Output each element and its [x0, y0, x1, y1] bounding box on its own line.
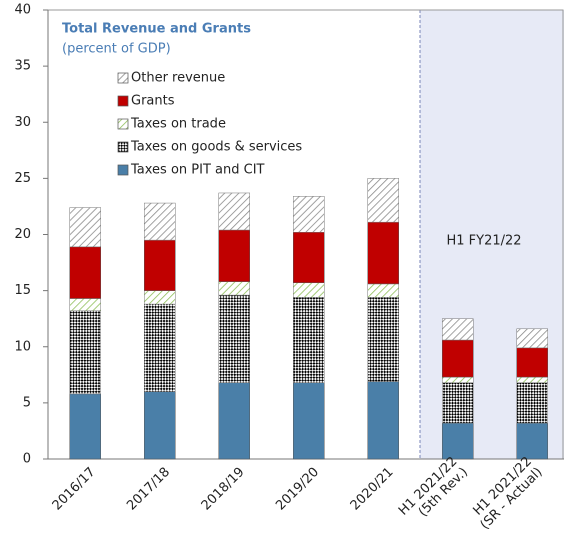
bar-segment [69, 298, 101, 312]
y-tick-label: 40 [14, 3, 31, 18]
bar-segment [69, 246, 101, 299]
bar-segment [442, 339, 474, 378]
bar-segment [367, 178, 399, 223]
y-tick-label: 30 [14, 115, 31, 130]
bar-segment [293, 196, 325, 233]
x-tick-label: 2019/20 [273, 465, 322, 514]
bar-segment [218, 192, 250, 231]
bar-segment [516, 347, 548, 378]
bar-segment [367, 221, 399, 285]
legend-swatch [117, 164, 129, 176]
y-tick-label: 25 [14, 171, 31, 186]
y-tick-label: 0 [23, 452, 31, 467]
bar-segment [218, 229, 250, 282]
legend-label: Grants [131, 94, 175, 109]
legend-swatch [117, 118, 129, 130]
chart-subtitle: (percent of GDP) [62, 42, 171, 57]
x-tick-label: 2017/18 [124, 465, 173, 514]
bar-segment [293, 382, 325, 460]
legend-swatch [117, 72, 129, 84]
annotation: H1 FY21/22 [446, 234, 521, 249]
legend-label: Taxes on trade [130, 117, 226, 132]
bar-segment [293, 297, 325, 383]
legend-swatch [117, 95, 129, 107]
y-tick-label: 5 [23, 395, 31, 410]
x-tick-label: 2018/19 [199, 465, 248, 514]
bar-segment [293, 282, 325, 298]
bar-segment [516, 422, 548, 460]
bar-segment [69, 393, 101, 460]
bar-segment [442, 318, 474, 341]
bar-segment [69, 207, 101, 248]
bar-segment [144, 202, 176, 241]
bar-segment [367, 283, 399, 298]
legend-label: Other revenue [131, 71, 225, 86]
legend-label: Taxes on PIT and CIT [130, 163, 265, 178]
x-tick-label: 2016/17 [50, 465, 99, 514]
bar-segment [293, 232, 325, 284]
bar-segment [442, 422, 474, 460]
legend-label: Taxes on goods & services [130, 140, 302, 155]
y-tick-label: 20 [14, 227, 31, 242]
y-tick-label: 15 [14, 283, 31, 298]
bar-segment [144, 303, 176, 392]
chart-title: Total Revenue and Grants [62, 22, 251, 37]
bar-segment [516, 382, 548, 424]
y-tick-label: 10 [14, 339, 31, 354]
bar-segment [442, 376, 474, 383]
bar-segment [516, 376, 548, 383]
bar-segment [367, 297, 399, 382]
bar-segment [144, 239, 176, 291]
y-tick-label: 35 [14, 59, 31, 74]
bar-segment [218, 294, 250, 383]
bar-segment [144, 391, 176, 460]
legend-swatch [117, 141, 129, 153]
bar-segment [218, 382, 250, 460]
bar-segment [442, 382, 474, 424]
bar-segment [218, 281, 250, 296]
x-tick-label: 2020/21 [348, 465, 397, 514]
bar-segment [367, 381, 399, 460]
bar-segment [516, 328, 548, 349]
bar-segment [69, 310, 101, 395]
bar-segment [144, 290, 176, 305]
